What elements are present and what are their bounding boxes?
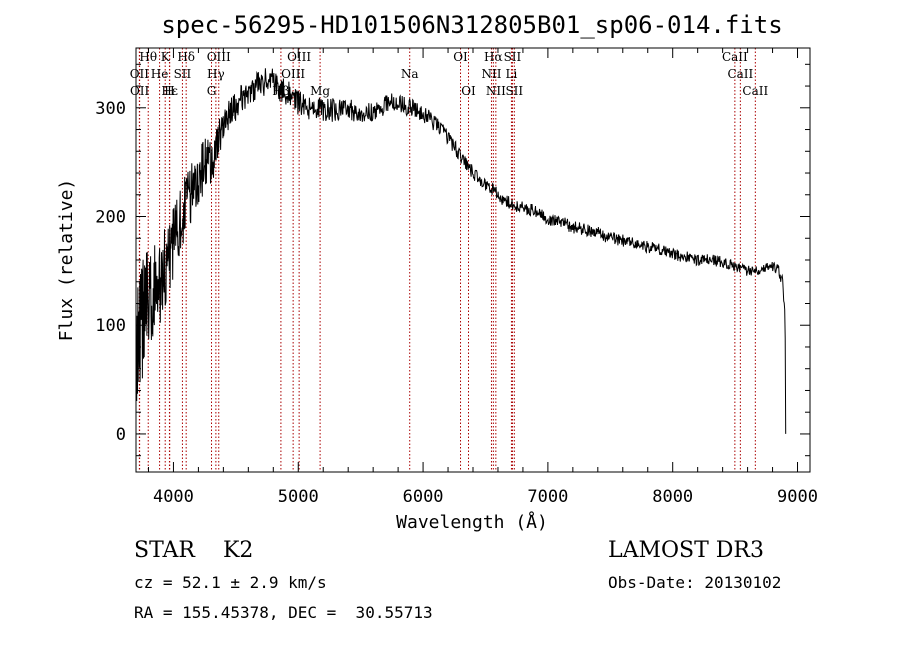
marker-label-14: Na (401, 67, 419, 81)
marker-label-17: CaII (727, 67, 753, 81)
survey-name: LAMOST DR3 (608, 538, 764, 563)
x-axis-label: Wavelength (Å) (396, 511, 548, 533)
object-class: STAR K2 (134, 538, 254, 563)
marker-label-15: NII (481, 67, 501, 81)
x-tick-label-2: 6000 (403, 487, 444, 507)
marker-label-19: Hε (161, 84, 178, 98)
axis-ticks: 4000 5000 6000 7000 8000 9000 0 100 200 300 (95, 48, 818, 507)
marker-label-9: OII (130, 67, 150, 81)
marker-label-22: Hβ (272, 84, 289, 98)
marker-label-16: Li (506, 67, 518, 81)
y-tick-label-2: 200 (95, 208, 126, 228)
marker-label-2: Hδ (177, 50, 195, 64)
redshift-velocity: cz = 52.1 ± 2.9 km/s (134, 573, 327, 592)
marker-label-7: SII (504, 50, 522, 64)
chart-title: spec-56295-HD101506N312805B01_sp06-014.f… (161, 11, 782, 39)
marker-label-1: K (161, 50, 171, 64)
x-tick-label-4: 8000 (652, 487, 693, 507)
line-marker-lines (138, 48, 756, 472)
marker-label-20: H (164, 84, 174, 98)
x-tick-label-3: 7000 (527, 487, 568, 507)
y-tick-label-3: 300 (95, 99, 126, 119)
flux-series-line (135, 68, 787, 434)
x-tick-label-5: 9000 (777, 487, 818, 507)
x-tick-label-0: 4000 (153, 487, 194, 507)
marker-label-8: CaII (722, 50, 748, 64)
marker-label-5: OI (453, 50, 468, 64)
marker-label-21: G (207, 84, 217, 98)
y-tick-label-0: 0 (116, 425, 126, 445)
marker-label-13: OIII (281, 67, 305, 81)
marker-label-25: NII (486, 84, 506, 98)
marker-label-4: OIII (287, 50, 311, 64)
x-tick-label-1: 5000 (278, 487, 319, 507)
y-axis-label: Flux (relative) (56, 179, 77, 342)
marker-label-18: OII (130, 84, 150, 98)
marker-label-10: He (151, 67, 169, 81)
marker-label-3: OIII (207, 50, 231, 64)
marker-label-26: SII (505, 84, 523, 98)
marker-label-23: Mg (310, 84, 330, 98)
marker-label-12: Hγ (207, 67, 225, 81)
coordinates: RA = 155.45378, DEC = 30.55713 (134, 603, 433, 622)
marker-label-11: SII (174, 67, 192, 81)
observation-date: Obs-Date: 20130102 (608, 573, 782, 592)
marker-label-6: Hα (484, 50, 503, 64)
marker-label-0: Hθ (139, 50, 157, 64)
y-tick-label-1: 100 (95, 316, 126, 336)
marker-label-24: OI (461, 84, 476, 98)
marker-label-27: CaII (742, 84, 768, 98)
